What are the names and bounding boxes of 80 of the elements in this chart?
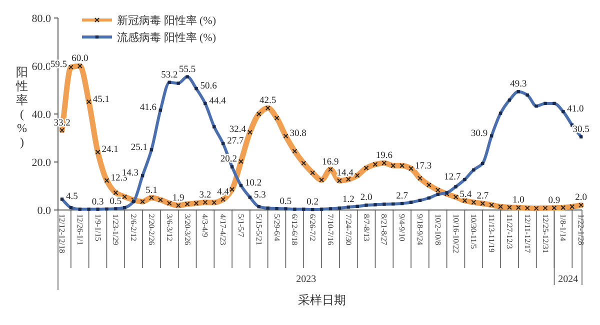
x-tick-label: 1/22-1/28 [576,214,586,246]
data-label: 0.3 [92,197,104,208]
data-label: 0.9 [548,196,560,206]
y-axis-title: 阳性率 (%) [15,65,28,149]
x-tick-label: 4/3-4/9 [200,214,210,238]
data-label: 30.8 [290,129,307,140]
data-label: 5.3 [254,190,266,200]
x-tick-label: 12/11-12/17 [522,214,532,253]
text: 2024 [558,274,578,285]
x-tick-label: 6/26-7/2 [308,214,318,242]
data-label: 44.4 [209,96,226,106]
y-tick-label: 20.0 [32,157,52,169]
data-label: 53.2 [161,70,178,80]
x-tick-label: 2/6-2/12 [129,214,138,242]
data-label: 25.1 [130,142,148,153]
x-tick-label: 10/30-11/5 [469,214,478,249]
data-label: 32.4 [229,125,246,136]
x-tick-label: 12/26-1/1 [75,214,84,246]
data-label: 27.7 [227,136,244,147]
y-tick-label: 40.0 [32,109,52,121]
data-label: 2.0 [575,193,588,204]
x-tick-label: 4/17-4/23 [218,214,228,246]
x-tick-label: 7/24-7/30 [344,214,353,246]
data-label: 3.2 [199,190,212,200]
data-label: 1.2 [342,195,355,206]
legend-label: 流感病毒 阳性率 (%) [117,31,216,44]
x-tick-label: 5/29-6/4 [272,214,282,242]
data-label: 30.9 [470,128,488,139]
data-label: 60.0 [72,54,88,64]
data-label: 41.0 [567,104,584,115]
y-tick-label: 0.0 [37,205,52,217]
data-label: 5.1 [146,186,158,196]
x-tick-label: 3/6-3/12 [164,214,174,242]
x-tick-label: 1/8-1/14 [558,214,568,242]
x-tick-label: 5/1-5/7 [236,214,246,238]
x-tick-label: 3/20-3/26 [182,214,192,246]
x-tick-label: 11/13-11/19 [487,214,496,253]
data-label: 2.7 [476,192,489,202]
x-tick-label: 1/9-1/15 [93,214,102,242]
data-label: 41.6 [140,103,157,114]
data-label: 17.3 [415,161,432,172]
data-label: 55.5 [178,64,196,75]
x-tick-label: 5/15-5/21 [254,214,264,246]
text: 2023 [296,274,316,285]
data-label: 49.3 [510,80,527,90]
data-label: 0.5 [280,196,292,207]
data-label: 50.6 [200,82,218,92]
x-tick-label: 6/12-6/18 [290,214,300,246]
data-label: 14.4 [336,168,354,178]
x-tick-label: 8/7-8/13 [362,214,371,242]
x-tick-label: 11/27-12/3 [504,214,514,249]
x-tick-label: 12/25-12/31 [540,214,550,254]
x-tick-label: 9/18-9/24 [415,214,424,246]
x-tick-label: 9/4-9/10 [398,214,407,242]
data-label: 2.0 [360,193,372,204]
data-label: 1.9 [172,193,185,204]
data-label: 10.2 [244,178,262,189]
data-label: 2.7 [396,192,408,202]
x-tick-label: 8/21-8/27 [380,214,389,246]
x-tick-label: 10/2-10/8 [433,214,442,246]
data-label: 42.5 [260,96,276,106]
data-label: 0.2 [306,198,319,208]
x-tick-label: 2/20-2/26 [146,214,156,246]
data-label: 4.5 [66,192,78,202]
data-label: 16.9 [322,157,340,168]
data-label: 0.5 [110,196,122,207]
data-label: 45.1 [92,94,110,105]
legend-label: 新冠病毒 阳性率 (%) [117,14,216,27]
data-label: 19.6 [376,150,393,161]
x-tick-label: 1/23-1/29 [111,214,120,246]
x-tick-label: 12/12-12/18 [58,214,66,254]
data-label: 24.1 [102,145,119,156]
y-tick-label: 80.0 [32,13,52,25]
data-label: 12.7 [444,172,461,183]
y-tick-label: 60.0 [32,61,52,73]
data-label: 5.4 [460,190,472,200]
x-axis-title: 采样日期 [298,293,346,307]
x-tick-label: 10/16-10/22 [451,214,460,254]
x-tick-label: 7/10-7/16 [326,214,335,246]
data-label: 1.0 [512,196,525,206]
